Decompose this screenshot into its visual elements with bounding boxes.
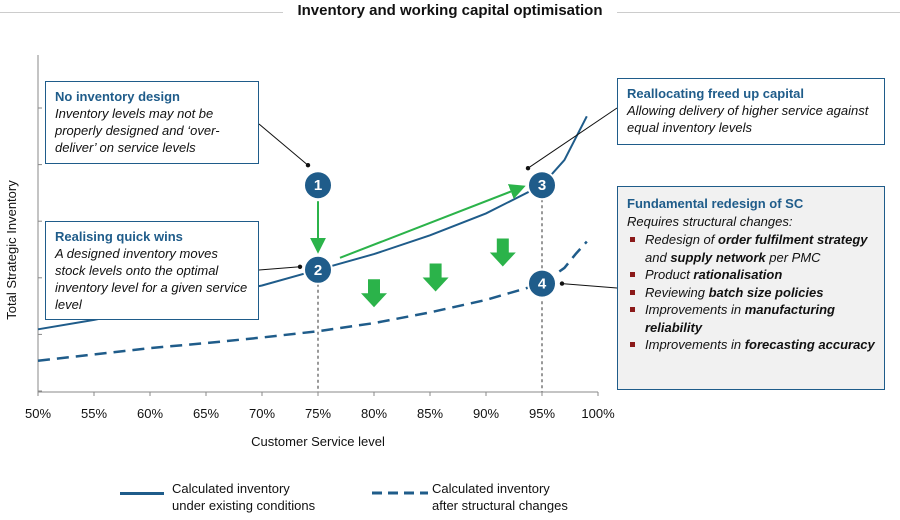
down-arrow xyxy=(361,279,387,308)
callout-quick-wins: Realising quick wins A designed inventor… xyxy=(45,221,259,320)
leader-no-design xyxy=(258,123,309,166)
x-tick-label: 70% xyxy=(249,406,275,421)
x-tick-label: 65% xyxy=(193,406,219,421)
redesign-item: Redesign of order fulfilment strategy an… xyxy=(627,231,875,266)
legend-after-label: Calculated inventory after structural ch… xyxy=(432,481,568,513)
down-arrow xyxy=(422,263,449,292)
leader-redesign-dot xyxy=(559,281,565,286)
leader-reallocating-dot xyxy=(525,166,531,171)
leader-redesign xyxy=(561,283,618,289)
redesign-head: Fundamental redesign of SC xyxy=(627,196,804,211)
leader-reallocating xyxy=(527,107,618,169)
down-arrow xyxy=(489,238,516,267)
redesign-item: Improvements in manufacturing reliabilit… xyxy=(627,301,875,336)
callout-no-design-head: No inventory design xyxy=(55,89,180,104)
x-tick-label: 90% xyxy=(473,406,499,421)
redesign-list: Redesign of order fulfilment strategy an… xyxy=(627,231,875,354)
chart-title: Inventory and working capital optimisati… xyxy=(283,2,617,19)
x-axis-label: Customer Service level xyxy=(251,434,385,449)
redesign-item: Improvements in forecasting accuracy xyxy=(627,336,875,354)
marker-label-2: 2 xyxy=(314,262,322,279)
redesign-item: Product rationalisation xyxy=(627,266,875,284)
marker-label-3: 3 xyxy=(538,177,546,194)
x-tick-label: 75% xyxy=(305,406,331,421)
arrow-2-to-3 xyxy=(339,184,526,259)
x-tick-label: 55% xyxy=(81,406,107,421)
marker-circle-3 xyxy=(527,170,557,201)
redesign-intro: Requires structural changes: xyxy=(627,213,793,229)
marker-circle-2 xyxy=(303,254,333,285)
x-tick-label: 60% xyxy=(137,406,163,421)
callout-reallocating-head: Reallocating freed up capital xyxy=(627,86,804,101)
callout-quick-wins-body: A designed inventory moves stock levels … xyxy=(55,246,248,312)
x-tick-label: 95% xyxy=(529,406,555,421)
series-after-line xyxy=(37,240,588,362)
marker-circle-4 xyxy=(527,268,557,299)
marker-label-1: 1 xyxy=(314,177,322,194)
x-tick-label: 100% xyxy=(581,406,615,421)
leader-quick-wins-dot xyxy=(297,264,303,269)
leader-no-design-dot xyxy=(305,163,311,168)
x-tick-label: 50% xyxy=(25,406,51,421)
x-tick-label: 85% xyxy=(417,406,443,421)
legend-existing-label: Calculated inventory under existing cond… xyxy=(172,481,316,513)
redesign-item: Reviewing batch size policies xyxy=(627,284,875,302)
y-axis-label: Total Strategic Inventory xyxy=(4,180,19,320)
legend-dashed-swatch xyxy=(372,491,428,495)
callout-no-inventory-design: No inventory design Inventory levels may… xyxy=(45,81,259,164)
marker-circle-1 xyxy=(303,170,333,201)
marker-label-4: 4 xyxy=(538,276,547,293)
callout-reallocating-body: Allowing delivery of higher service agai… xyxy=(627,103,869,135)
callout-fundamental-redesign: Fundamental redesign of SC Requires stru… xyxy=(617,186,885,390)
x-tick-label: 80% xyxy=(361,406,387,421)
callout-reallocating: Reallocating freed up capital Allowing d… xyxy=(617,78,885,145)
legend-solid-swatch xyxy=(120,492,164,495)
leader-quick-wins xyxy=(258,266,301,271)
title-bar: Inventory and working capital optimisati… xyxy=(0,0,900,24)
callout-quick-wins-head: Realising quick wins xyxy=(55,229,183,244)
callout-no-design-body: Inventory levels may not be properly des… xyxy=(55,106,220,155)
